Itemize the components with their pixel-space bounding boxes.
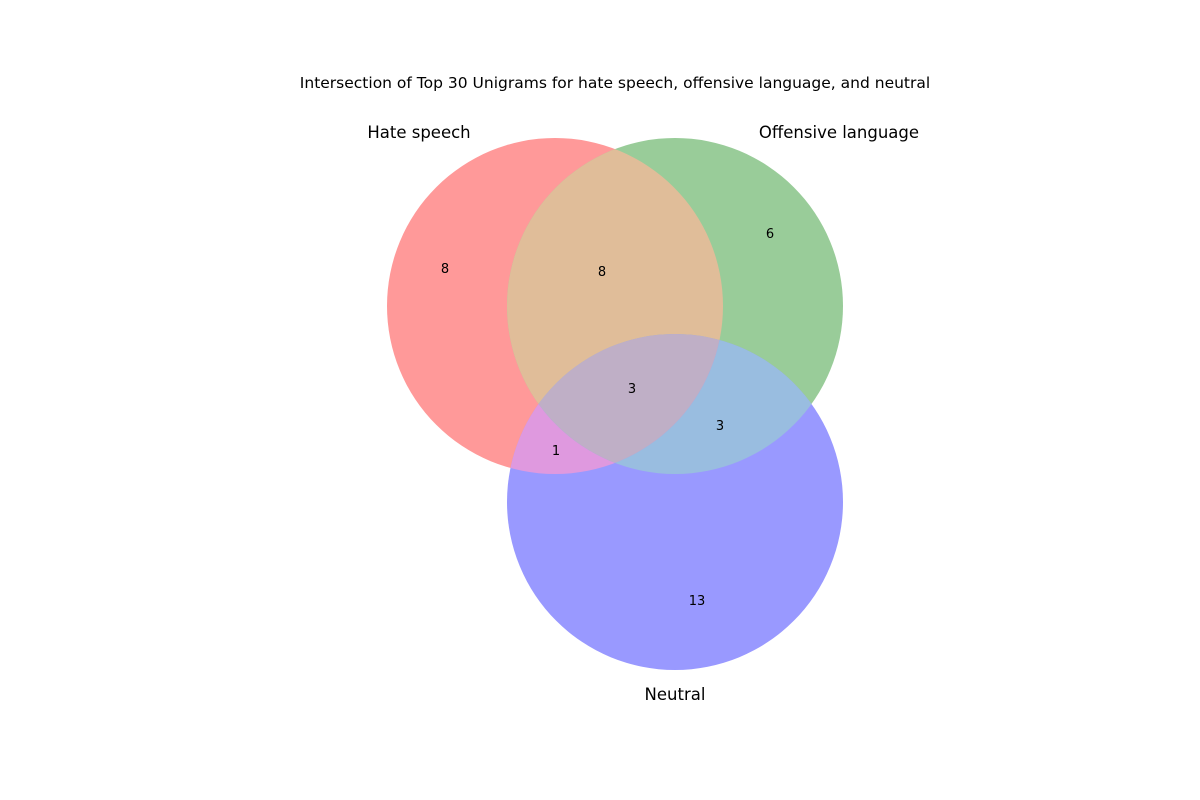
offensive-language-label: Offensive language [759, 123, 919, 142]
neutral-only-count: 13 [689, 594, 706, 609]
all-three-overlap [507, 334, 723, 474]
hate-neutral-count: 1 [552, 444, 560, 459]
hate-only-count: 8 [441, 262, 449, 277]
all-three-count: 3 [628, 382, 636, 397]
hate-offensive-count: 8 [598, 265, 606, 280]
hate-speech-label: Hate speech [367, 123, 470, 142]
offensive-neutral-count: 3 [716, 419, 724, 434]
neutral-label: Neutral [645, 685, 706, 704]
offensive-only-count: 6 [766, 227, 774, 242]
diagram-title: Intersection of Top 30 Unigrams for hate… [300, 74, 930, 92]
